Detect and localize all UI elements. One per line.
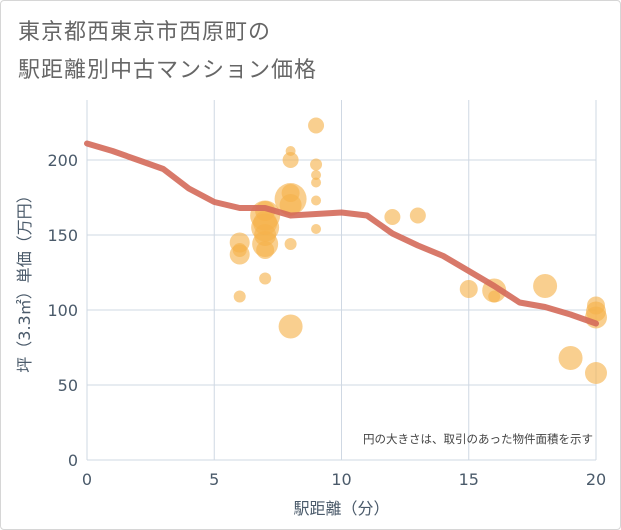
data-point — [384, 209, 401, 225]
data-point — [308, 117, 325, 134]
data-points — [229, 117, 607, 384]
bubble-size-note: 円の大きさは、取引のあった物件面積を示す — [363, 432, 593, 446]
data-point — [533, 274, 558, 298]
trend-line — [84, 140, 599, 327]
chart-title-line1: 東京都西東京市西原町の — [18, 20, 272, 45]
data-point — [311, 224, 322, 234]
y-tick-label: 150 — [47, 226, 78, 245]
data-point — [285, 146, 296, 156]
data-point — [311, 195, 322, 206]
data-point — [311, 177, 322, 188]
data-point — [229, 232, 250, 253]
data-point — [233, 290, 246, 303]
data-point — [282, 152, 299, 168]
data-point — [310, 158, 323, 171]
data-point — [459, 280, 478, 298]
data-point — [278, 314, 303, 339]
x-axis-label: 駅距離（分） — [293, 499, 389, 518]
y-tick-label: 200 — [47, 151, 78, 170]
y-tick-label: 100 — [47, 301, 78, 320]
data-point — [284, 238, 297, 250]
data-point — [311, 170, 322, 180]
y-tick-label: 50 — [58, 376, 78, 395]
x-tick-label: 5 — [209, 470, 219, 489]
chart-title-line2: 駅距離別中古マンション価格 — [18, 58, 318, 83]
data-point — [558, 346, 583, 370]
y-axis-label: 坪（3.3㎡）単価（万円） — [15, 187, 34, 372]
x-tick-label: 10 — [331, 470, 351, 489]
x-tick-label: 15 — [459, 470, 479, 489]
data-point — [409, 207, 426, 224]
data-point — [587, 296, 605, 315]
data-point — [259, 272, 272, 285]
x-tick-label: 20 — [586, 470, 606, 489]
data-point — [281, 184, 300, 202]
y-tick-label: 0 — [68, 451, 78, 470]
grid-lines — [86, 100, 597, 461]
data-point — [585, 362, 607, 384]
x-tick-label: 0 — [82, 470, 92, 489]
